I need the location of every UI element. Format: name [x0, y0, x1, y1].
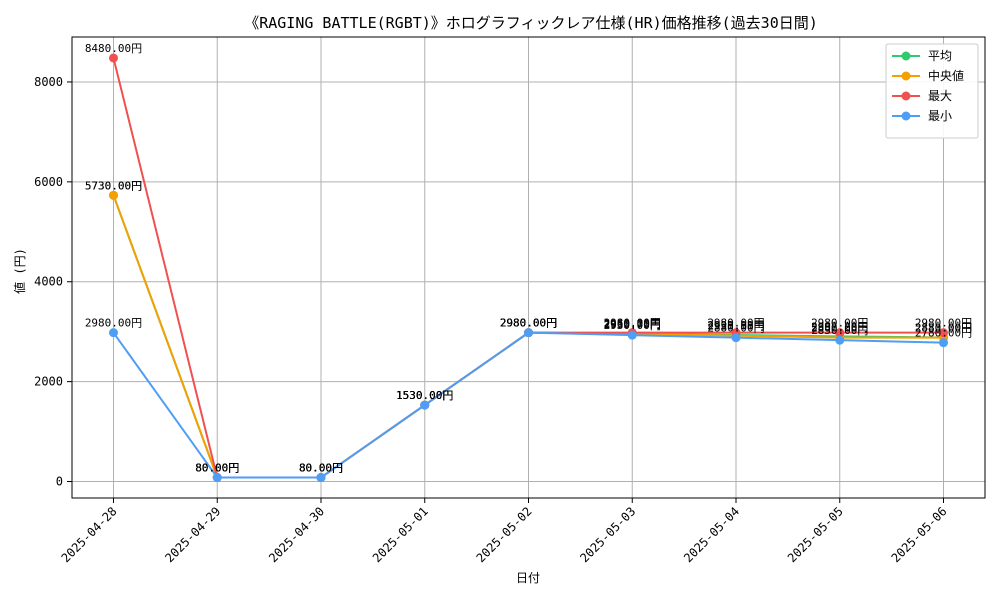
data-point — [109, 53, 118, 63]
data-point — [524, 328, 533, 338]
data-label: 1530.00円 — [396, 389, 453, 402]
data-label: 2980.00円 — [811, 317, 868, 330]
y-tick-label: 2000 — [34, 375, 63, 389]
y-tick-label: 0 — [56, 475, 63, 489]
y-axis-label: 値 (円) — [12, 248, 27, 294]
data-label: 2920.00円 — [707, 320, 764, 333]
data-label: 2980.00円 — [500, 317, 557, 330]
data-label: 80.00円 — [299, 462, 343, 475]
data-label: 2880.00円 — [915, 322, 972, 335]
y-tick-label: 6000 — [34, 175, 63, 189]
plot-frame — [71, 36, 986, 499]
x-tick-label: 2025-05-01 — [370, 504, 431, 565]
data-label: 2980.00円 — [707, 317, 764, 330]
data-label: 80.00円 — [195, 462, 239, 475]
x-tick-label: 2025-04-28 — [59, 504, 120, 565]
data-point — [835, 328, 845, 338]
data-label: 80.00円 — [299, 462, 343, 475]
x-axis-label: 日付 — [516, 571, 540, 585]
data-label: 2830.00円 — [811, 324, 868, 337]
data-label: 2980.00円 — [500, 317, 557, 330]
legend-swatch-marker — [901, 71, 911, 81]
x-tick-label: 2025-05-03 — [577, 504, 638, 565]
data-label: 5730.00円 — [85, 179, 142, 192]
x-tick-label: 2025-05-04 — [681, 504, 742, 565]
data-point — [212, 473, 222, 483]
x-tick-label: 2025-05-05 — [785, 504, 846, 565]
data-label: 2980.00円 — [915, 317, 972, 330]
data-label: 80.00円 — [299, 462, 343, 475]
data-label: 80.00円 — [195, 462, 239, 475]
data-label: 1530.00円 — [396, 389, 453, 402]
data-label: 2880.00円 — [707, 322, 764, 335]
data-label: 2980.00円 — [500, 317, 557, 330]
x-tick-label: 2025-05-06 — [889, 504, 950, 565]
data-label: 2780.00円 — [915, 327, 972, 340]
y-tick-label: 8000 — [34, 75, 63, 89]
data-point — [420, 400, 430, 410]
legend-label: 平均 — [928, 49, 952, 63]
data-point — [835, 335, 845, 345]
data-point — [109, 328, 118, 338]
data-label: 2980.00円 — [85, 317, 142, 330]
data-label: 2960.00円 — [604, 318, 661, 331]
chart-title: 《RAGING BATTLE(RGBT)》ホログラフィックレア仕様(HR)価格推… — [244, 14, 818, 32]
data-label: 80.00円 — [195, 462, 239, 475]
data-label: 1530.00円 — [396, 389, 453, 402]
data-label: 2980.00円 — [604, 317, 661, 330]
legend-swatch-marker — [901, 91, 911, 101]
data-label: 2955.75円 — [604, 318, 661, 331]
data-label: 2880.00円 — [811, 322, 868, 335]
legend-swatch-marker — [901, 51, 911, 61]
legend-label: 最小 — [928, 109, 952, 123]
axes: 2025-04-28 2025-04-29 2025-04-30 2025-05-01… — [34, 36, 986, 565]
data-label: 8480.00円 — [85, 42, 142, 55]
x-tick-label: 2025-04-30 — [266, 504, 327, 565]
data-label: 2980.00円 — [500, 317, 557, 330]
data-label: 80.00円 — [299, 462, 343, 475]
data-point — [627, 330, 637, 340]
data-series — [109, 53, 948, 483]
data-point — [939, 328, 948, 338]
data-label: 2933.33円 — [707, 319, 764, 332]
data-label: 2883.00円 — [915, 322, 972, 335]
y-tick-label: 4000 — [34, 275, 63, 289]
data-label: 2907.20円 — [811, 320, 868, 333]
x-tick-label: 2025-04-29 — [162, 504, 223, 565]
data-point — [316, 473, 326, 483]
grid-lines — [72, 37, 985, 498]
data-label: 2930.00円 — [604, 319, 661, 332]
data-point — [939, 338, 948, 348]
data-point — [109, 190, 118, 200]
legend-label: 最大 — [928, 89, 952, 103]
legend-swatch-marker — [901, 111, 911, 121]
data-point — [731, 333, 741, 343]
x-tick-label: 2025-05-02 — [474, 504, 535, 565]
legend-label: 中央値 — [928, 68, 964, 83]
data-label: 80.00円 — [195, 462, 239, 475]
data-label: 1530.00円 — [396, 389, 453, 402]
data-label: 5730.00円 — [85, 179, 142, 192]
